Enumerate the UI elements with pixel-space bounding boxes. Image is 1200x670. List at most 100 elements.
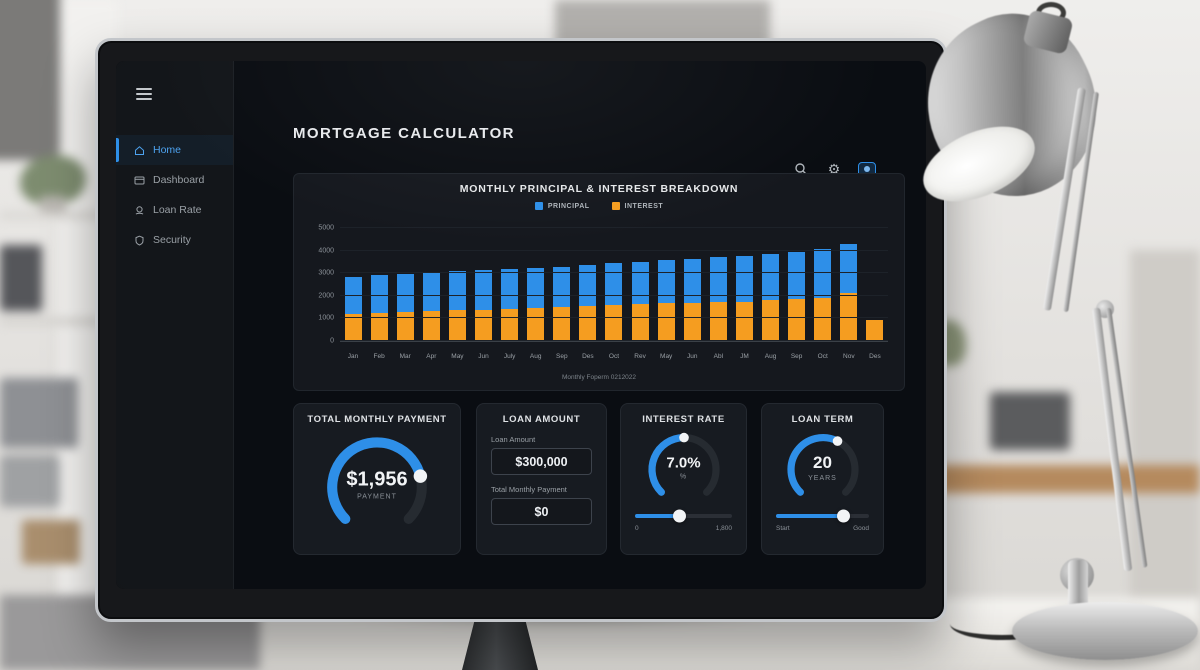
sidebar-item-security[interactable]: Security xyxy=(116,225,233,255)
x-axis-label: May xyxy=(451,353,464,360)
page-title: MORTGAGE CALCULATOR xyxy=(293,125,515,142)
loan-term-gauge-arc xyxy=(786,434,859,496)
bars xyxy=(340,228,888,341)
bar-Mar xyxy=(392,273,418,341)
bar-Jan xyxy=(340,277,366,341)
sidebar-item-label: Loan Rate xyxy=(153,204,202,216)
x-axis-label: Jun xyxy=(687,353,698,360)
bar-Abl xyxy=(705,256,731,341)
loan-term-gauge[interactable]: 20 YEARS xyxy=(780,428,866,508)
principal-segment xyxy=(370,274,388,314)
loan-amount-field: Loan Amount xyxy=(491,435,592,475)
interest-segment xyxy=(788,299,806,341)
chart-title: MONTHLY PRINCIPAL & INTEREST BREAKDOWN xyxy=(459,183,739,195)
card-title: INTEREST RATE xyxy=(642,414,725,425)
bar-JM xyxy=(731,255,757,341)
bar-chart-plot: 0 1000 2000 3000 4000 5000 xyxy=(318,225,888,345)
menu-icon[interactable] xyxy=(136,85,152,103)
account-icon[interactable] xyxy=(858,161,876,177)
x-axis-label: Jun xyxy=(478,353,489,360)
slider-range-labels: Start Good xyxy=(776,525,869,532)
interest-segment xyxy=(866,320,884,341)
slider-min-label: Start xyxy=(776,525,790,532)
security-icon xyxy=(135,235,144,246)
sidebar-item-home[interactable]: Home xyxy=(116,135,233,165)
gridline xyxy=(340,294,888,296)
gridline xyxy=(340,272,888,274)
card-interest-rate: INTEREST RATE 7.0% % 0 1,800 xyxy=(620,403,747,555)
principal-segment xyxy=(709,256,727,303)
field-label: Total Monthly Payment xyxy=(491,485,567,494)
slider-knob[interactable] xyxy=(836,509,850,523)
shelf-board xyxy=(0,318,100,325)
y-axis-tick: 0 xyxy=(330,337,334,345)
sidebar-item-loan-rate[interactable]: Loan Rate xyxy=(116,195,233,225)
interest-segment xyxy=(683,302,701,341)
interest-segment xyxy=(448,310,466,341)
loan-term-slider[interactable] xyxy=(776,509,869,523)
dark-corner xyxy=(0,0,60,160)
payment-gauge[interactable]: $1,956 PAYMENT xyxy=(318,429,436,541)
principal-segment xyxy=(448,270,466,311)
card-total-monthly-payment: TOTAL MONTHLY PAYMENT $1,956 PAYMENT xyxy=(293,403,461,555)
principal-segment xyxy=(683,258,701,303)
payment-gauge-arc xyxy=(327,437,428,524)
gridline xyxy=(340,340,888,341)
principal-segment xyxy=(762,254,780,301)
interest-segment xyxy=(735,301,753,341)
legend-label: PRINCIPAL xyxy=(547,202,590,210)
x-axis-label: Aug xyxy=(529,353,542,360)
slider-fill xyxy=(635,514,679,518)
bar-Oct xyxy=(810,249,836,341)
x-axis-label: Feb xyxy=(373,353,385,360)
header-actions: ⚙ xyxy=(792,161,876,177)
total-monthly-payment-field: Total Monthly Payment xyxy=(491,485,592,525)
x-axis-label: Oct xyxy=(817,353,828,360)
card-title: TOTAL MONTHLY PAYMENT xyxy=(307,414,447,425)
slider-range-labels: 0 1,800 xyxy=(635,525,732,532)
interest-rate-slider[interactable] xyxy=(635,509,732,523)
plant-pot xyxy=(40,196,66,214)
x-axis-label: Nov xyxy=(843,353,855,360)
x-axis-label: Apr xyxy=(426,353,437,360)
y-axis-tick: 4000 xyxy=(318,247,334,255)
card-loan-term: LOAN TERM 20 YEARS Start Good xyxy=(761,403,884,555)
legend-item-interest: INTEREST xyxy=(611,202,664,210)
interest-segment xyxy=(501,308,519,341)
sidebar-item-dashboard[interactable]: Dashboard xyxy=(116,165,233,195)
bar-Aug xyxy=(758,254,784,341)
principal-segment xyxy=(422,271,440,311)
principal-segment xyxy=(605,263,623,306)
settings-icon[interactable]: ⚙ xyxy=(827,160,841,177)
interest-gauge[interactable]: 7.0% % xyxy=(641,428,727,508)
bar-Feb xyxy=(366,274,392,341)
storage-bin xyxy=(0,455,60,507)
principal-segment xyxy=(840,243,858,294)
principal-swatch xyxy=(534,202,543,210)
x-axis-label: Sep xyxy=(556,353,568,360)
interest-segment xyxy=(709,302,727,341)
bar-Oct xyxy=(601,263,627,341)
interest-segment xyxy=(396,312,414,341)
sidebar-item-label: Home xyxy=(153,144,182,156)
interest-segment xyxy=(631,303,649,341)
storage-bin xyxy=(0,378,78,448)
interest-segment xyxy=(344,314,362,341)
gridline xyxy=(340,317,888,319)
loan-amount-input[interactable] xyxy=(491,448,592,475)
interest-gauge-arc xyxy=(647,432,720,496)
monitor-stand xyxy=(462,616,538,670)
chart-legend: PRINCIPAL INTEREST xyxy=(294,202,904,210)
slider-knob[interactable] xyxy=(672,509,686,523)
principal-segment xyxy=(396,273,414,312)
total-monthly-payment-input[interactable] xyxy=(491,498,592,525)
x-axis-labels: Jan Feb Mar Apr May Jun July Aug Sep Des Oct Rev May… xyxy=(340,353,888,360)
principal-segment xyxy=(553,266,571,308)
background-shelf xyxy=(905,465,1200,493)
x-axis-label: Des xyxy=(869,353,881,360)
loan-rate-icon xyxy=(135,205,144,215)
x-axis-label: Rev xyxy=(634,353,646,360)
bar-Jun xyxy=(679,258,705,341)
x-axis-label: May xyxy=(660,353,673,360)
